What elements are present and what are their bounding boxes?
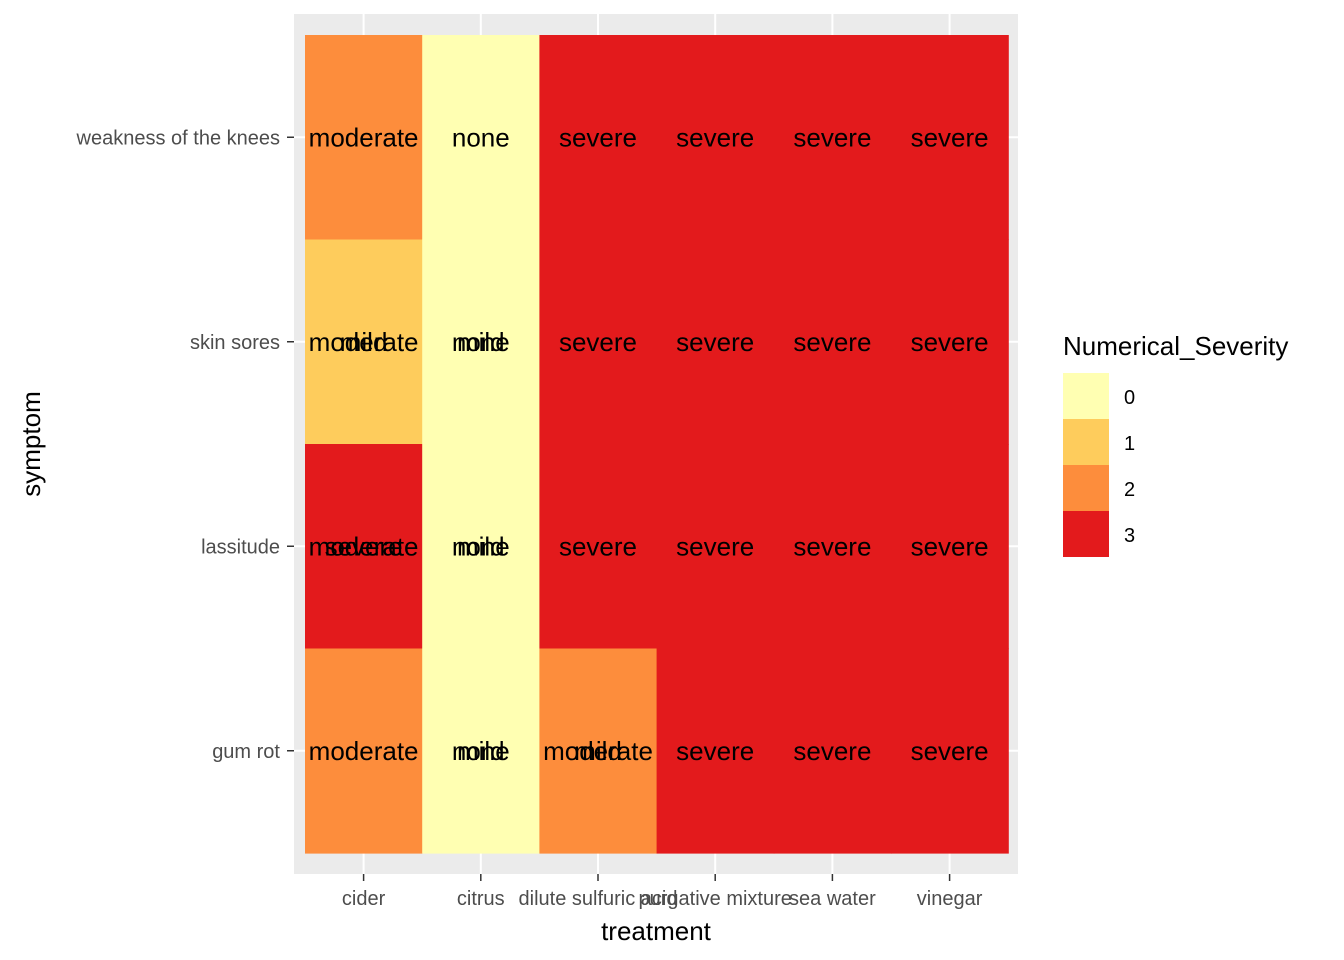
cell-label: severe [793, 122, 871, 152]
x-tick-label: sea water [789, 888, 876, 910]
cell-label: severe [911, 531, 989, 561]
heatmap-cell [891, 35, 1009, 241]
cell-label: severe [559, 122, 637, 152]
cell-label: mild [457, 736, 505, 766]
cell-label: severe [911, 327, 989, 357]
y-tick-label: skin sores [190, 332, 280, 354]
legend: Numerical_Severity 0 1 2 3 [1063, 331, 1288, 557]
heatmap-cell [539, 648, 658, 854]
cell-label: severe [676, 122, 754, 152]
heatmap-cell [539, 444, 658, 650]
heatmap-cell [773, 648, 892, 854]
cell-label: moderate [309, 122, 419, 152]
y-tick-label: gum rot [212, 741, 280, 763]
cell-label: moderate [543, 736, 653, 766]
heatmap-cell [539, 35, 658, 241]
cell-label: severe [793, 531, 871, 561]
cell-label: moderate [309, 736, 419, 766]
x-tick-label: cider [342, 888, 386, 910]
legend-label: 0 [1124, 387, 1135, 409]
heatmap-cell [891, 239, 1009, 445]
cell-label: severe [676, 327, 754, 357]
cell-label: severe [793, 327, 871, 357]
legend-key [1063, 511, 1109, 557]
legend-label: 2 [1124, 479, 1135, 501]
heatmap-cell [305, 35, 423, 241]
cell-label: mild [457, 531, 505, 561]
heatmap-cell [305, 239, 423, 445]
heatmap-cell [656, 35, 775, 241]
cell-label: severe [676, 736, 754, 766]
cell-label: mild [457, 327, 505, 357]
heatmap-cell [305, 648, 423, 854]
heatmap-cell [656, 444, 775, 650]
x-axis: cider citrus dilute sulfuric acidpurgative… [342, 874, 983, 910]
cell-label: severe [559, 327, 637, 357]
heatmap-cell [891, 444, 1009, 650]
legend-label: 1 [1124, 433, 1135, 455]
heatmap-cell [422, 648, 540, 854]
x-axis-title: treatment [601, 916, 712, 946]
heatmap-cell [656, 648, 775, 854]
heatmap-cell [422, 35, 540, 241]
cell-label: none [452, 122, 510, 152]
x-tick-label: vinegar [917, 888, 983, 910]
cell-label: none [452, 531, 510, 561]
y-tick-label: lassitude [201, 536, 280, 558]
y-axis-title: symptom [16, 391, 46, 496]
heatmap-cell [422, 444, 540, 650]
heatmap-cell [773, 35, 892, 241]
cell-label: severe [793, 736, 871, 766]
x-tick-label: purgative mixture [638, 888, 791, 910]
heatmap-cell [773, 239, 892, 445]
cell-label: none [452, 327, 510, 357]
cell-label: severe [911, 122, 989, 152]
cell-label: none [452, 736, 510, 766]
cell-label: mild [340, 327, 388, 357]
cell-label: moderate [309, 327, 419, 357]
cell-label: severe [676, 531, 754, 561]
legend-title: Numerical_Severity [1063, 331, 1288, 361]
heatmap-cells [305, 35, 1009, 854]
cell-label: mild [574, 736, 622, 766]
cell-label: severe [559, 531, 637, 561]
y-tick-label: weakness of the knees [76, 127, 280, 149]
legend-key [1063, 465, 1109, 511]
heatmap-cell [773, 444, 892, 650]
cell-label: moderate [309, 531, 419, 561]
heatmap-cell [656, 239, 775, 445]
y-axis: weakness of the knees skin sores lassitude… [76, 127, 294, 763]
x-tick-label: citrus [457, 888, 505, 910]
heatmap-cell [305, 444, 423, 650]
cell-label: severe [325, 531, 403, 561]
cell-labels: moderate none severe severe severe severemode… [309, 122, 989, 766]
heatmap-cell [422, 239, 540, 445]
x-tick-label: dilute sulfuric acid [519, 888, 678, 910]
heatmap-cell [891, 648, 1009, 854]
heatmap-cell [539, 239, 658, 445]
legend-label: 3 [1124, 525, 1135, 547]
legend-key [1063, 373, 1109, 419]
legend-key [1063, 419, 1109, 465]
cell-label: severe [911, 736, 989, 766]
